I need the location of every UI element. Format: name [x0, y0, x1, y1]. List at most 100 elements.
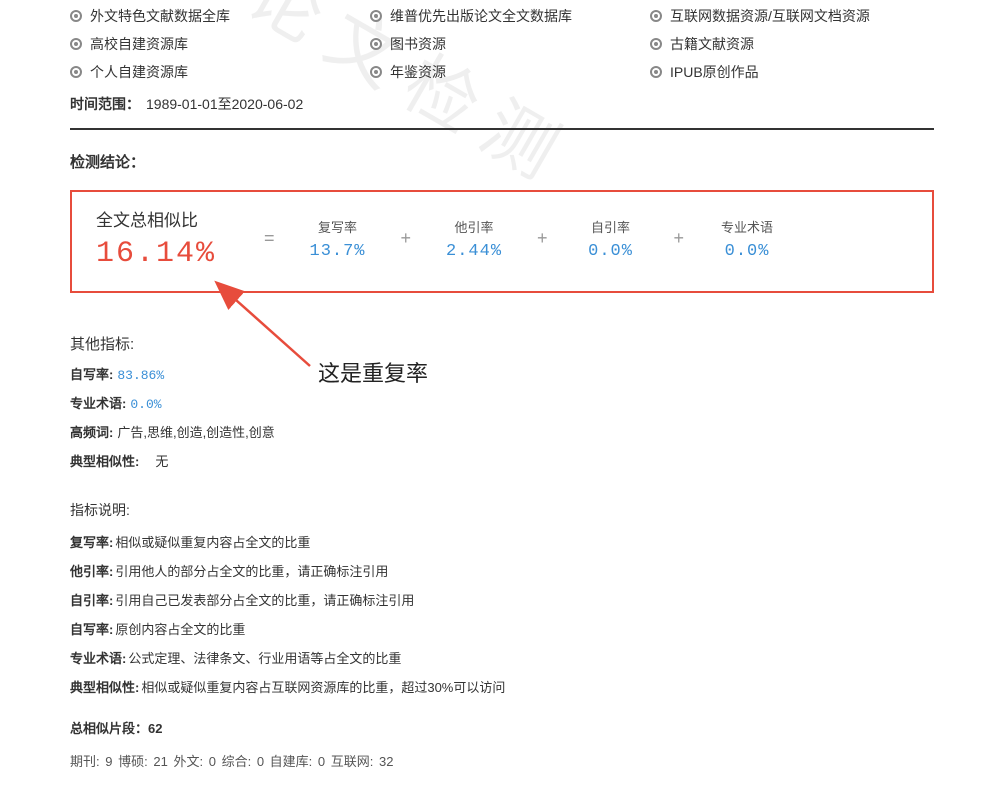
breakdown-line: 期刊: 9 博硕: 21 外文: 0 综合: 0 自建库: 0 互联网: 32 — [70, 751, 934, 770]
database-item: 高校自建资源库 — [70, 34, 370, 54]
metric-sub: 专业术语 0.0% — [692, 217, 802, 261]
kv-value: 广告,思维,创造,创造性,创意 — [117, 425, 274, 440]
bullet-icon — [370, 66, 382, 78]
bullet-icon — [650, 38, 662, 50]
metric-sub-label: 他引率 — [419, 217, 529, 236]
explain-key: 专业术语: — [70, 651, 126, 666]
bullet-icon — [650, 66, 662, 78]
metric-total-label: 全文总相似比 — [96, 206, 256, 231]
metric-total: 全文总相似比 16.14% — [96, 206, 256, 271]
metric-sub-value: 0.0% — [692, 242, 802, 261]
explain-line: 他引率:引用他人的部分占全文的比重，请正确标注引用 — [70, 561, 934, 580]
database-label: 外文特色文献数据全库 — [90, 6, 230, 26]
explain-line: 自写率:原创内容占全文的比重 — [70, 619, 934, 638]
explain-key: 自引率: — [70, 593, 113, 608]
metric-sub-label: 复写率 — [283, 217, 393, 236]
database-label: 古籍文献资源 — [670, 34, 754, 54]
metric-sub-value: 0.0% — [556, 242, 666, 261]
explain-line: 典型相似性:相似或疑似重复内容占互联网资源库的比重，超过30%可以访问 — [70, 677, 934, 696]
annotation-text: 这是重复率 — [318, 356, 428, 388]
summary-head: 总相似片段：62 — [70, 718, 934, 737]
plus-sign: + — [529, 228, 556, 249]
database-item: 外文特色文献数据全库 — [70, 6, 370, 26]
kv-line: 高频词: 广告,思维,创造,创造性,创意 — [70, 422, 934, 441]
bullet-icon — [70, 10, 82, 22]
kv-line: 专业术语: 0.0% — [70, 393, 934, 412]
breakdown-val: 0 — [318, 754, 325, 769]
kv-key: 高频词: — [70, 425, 113, 440]
breakdown-val: 21 — [153, 754, 167, 769]
explain-line: 复写率:相似或疑似重复内容占全文的比重 — [70, 532, 934, 551]
explain-title: 指标说明: — [70, 500, 934, 520]
metric-sub-label: 专业术语 — [692, 217, 802, 236]
breakdown-key: 互联网: — [331, 754, 374, 769]
conclusion-title: 检测结论： — [70, 151, 934, 172]
explain-key: 自写率: — [70, 622, 113, 637]
other-metrics-title: 其他指标: — [70, 333, 934, 354]
metric-sub-value: 2.44% — [419, 242, 529, 261]
kv-value: 0.0% — [130, 397, 161, 412]
other-metrics-section: 其他指标: 自写率:83.86% 专业术语:0.0% 高频词:广告,思维,创造,… — [70, 333, 934, 470]
kv-line: 典型相似性: 无 — [70, 451, 934, 470]
breakdown-key: 博硕: — [118, 754, 148, 769]
database-label: 维普优先出版论文全文数据库 — [390, 6, 572, 26]
explain-value: 引用他人的部分占全文的比重，请正确标注引用 — [115, 564, 388, 579]
metric-sub: 自引率 0.0% — [556, 217, 666, 261]
metric-sub: 他引率 2.44% — [419, 217, 529, 261]
breakdown-key: 期刊: — [70, 754, 100, 769]
breakdown-val: 9 — [105, 754, 112, 769]
explain-line: 自引率:引用自己已发表部分占全文的比重，请正确标注引用 — [70, 590, 934, 609]
database-label: IPUB原创作品 — [670, 62, 759, 82]
summary-head-label: 总相似片段： — [70, 721, 148, 736]
kv-key: 专业术语: — [70, 396, 126, 411]
kv-value: 83.86% — [117, 368, 164, 383]
explain-value: 公式定理、法律条文、行业用语等占全文的比重 — [128, 651, 401, 666]
breakdown-val: 32 — [379, 754, 393, 769]
bullet-icon — [370, 10, 382, 22]
metric-total-value: 16.14% — [96, 237, 256, 271]
time-range: 时间范围：1989-01-01至2020-06-02 — [70, 94, 934, 114]
bullet-icon — [70, 38, 82, 50]
breakdown-key: 综合: — [222, 754, 252, 769]
database-item: 互联网数据资源/互联网文档资源 — [650, 6, 930, 26]
breakdown-val: 0 — [209, 754, 216, 769]
metrics-box: 全文总相似比 16.14% = 复写率 13.7% + 他引率 2.44% + … — [70, 190, 934, 293]
metric-sub-label: 自引率 — [556, 217, 666, 236]
bullet-icon — [650, 10, 662, 22]
database-grid: 外文特色文献数据全库 维普优先出版论文全文数据库 互联网数据资源/互联网文档资源… — [70, 6, 934, 82]
database-item: IPUB原创作品 — [650, 62, 930, 82]
explain-value: 相似或疑似重复内容占互联网资源库的比重，超过30%可以访问 — [141, 680, 505, 695]
plus-sign: + — [393, 228, 420, 249]
explain-key: 他引率: — [70, 564, 113, 579]
database-label: 互联网数据资源/互联网文档资源 — [670, 6, 870, 26]
bullet-icon — [370, 38, 382, 50]
explain-line: 专业术语:公式定理、法律条文、行业用语等占全文的比重 — [70, 648, 934, 667]
plus-sign: + — [666, 228, 693, 249]
summary-head-value: 62 — [148, 721, 162, 736]
explain-section: 指标说明: 复写率:相似或疑似重复内容占全文的比重 他引率:引用他人的部分占全文… — [70, 500, 934, 696]
explain-value: 引用自己已发表部分占全文的比重，请正确标注引用 — [115, 593, 414, 608]
database-label: 图书资源 — [390, 34, 446, 54]
database-item: 图书资源 — [370, 34, 650, 54]
database-item: 年鉴资源 — [370, 62, 650, 82]
explain-value: 相似或疑似重复内容占全文的比重 — [115, 535, 310, 550]
breakdown-key: 自建库: — [270, 754, 313, 769]
database-label: 高校自建资源库 — [90, 34, 188, 54]
breakdown-val: 0 — [257, 754, 264, 769]
equals-sign: = — [256, 228, 283, 249]
database-item: 个人自建资源库 — [70, 62, 370, 82]
section-divider — [70, 128, 934, 131]
database-label: 年鉴资源 — [390, 62, 446, 82]
summary-section: 总相似片段：62 期刊: 9 博硕: 21 外文: 0 综合: 0 自建库: 0… — [70, 718, 934, 770]
kv-value: 无 — [155, 454, 168, 469]
explain-key: 复写率: — [70, 535, 113, 550]
database-item: 维普优先出版论文全文数据库 — [370, 6, 650, 26]
kv-key: 典型相似性: — [70, 454, 139, 469]
time-range-value: 1989-01-01至2020-06-02 — [146, 96, 303, 112]
metric-sub: 复写率 13.7% — [283, 217, 393, 261]
metric-sub-value: 13.7% — [283, 242, 393, 261]
breakdown-key: 外文: — [173, 754, 203, 769]
bullet-icon — [70, 66, 82, 78]
explain-key: 典型相似性: — [70, 680, 139, 695]
explain-value: 原创内容占全文的比重 — [115, 622, 245, 637]
